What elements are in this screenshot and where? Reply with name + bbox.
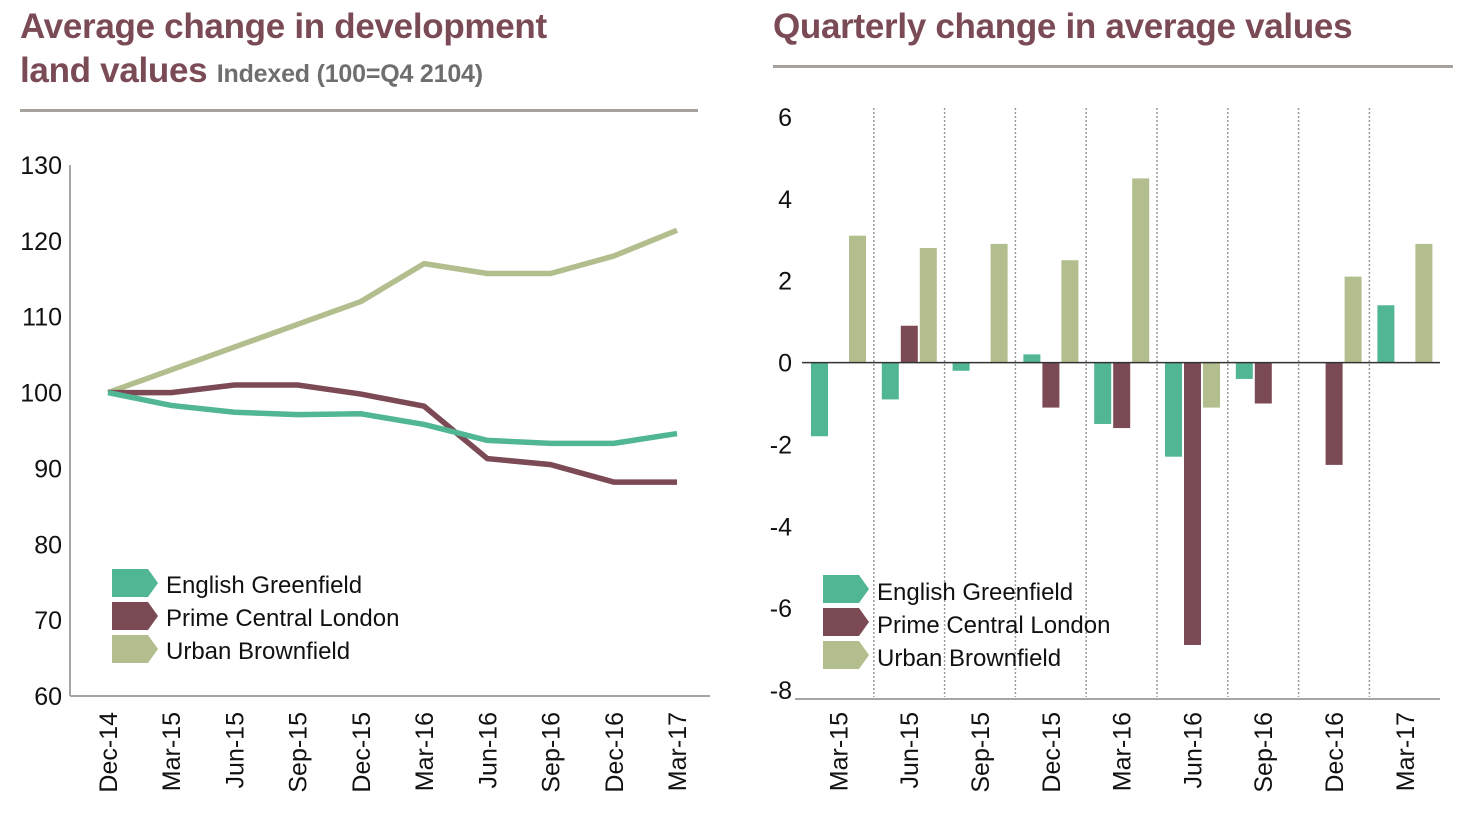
y-tick-label: -6 <box>770 595 792 623</box>
x-tick-label: Sep-16 <box>538 712 566 793</box>
bar-prime-central-london <box>900 325 918 363</box>
bar-urban-brownfield <box>919 247 937 363</box>
right-chart-title: Quarterly change in average values <box>773 7 1353 46</box>
x-tick-label: Sep-15 <box>285 712 313 793</box>
y-tick-label: 2 <box>778 268 792 296</box>
left-chart-subtitle: Indexed (100=Q4 2104) <box>216 60 483 88</box>
bar-english-greenfield <box>881 362 899 400</box>
bar-english-greenfield <box>811 362 828 437</box>
bar-urban-brownfield <box>1132 178 1150 363</box>
y-tick-label: 4 <box>778 186 792 214</box>
left-title-line1: Average change in development <box>20 7 547 46</box>
legend-swatch <box>112 635 158 663</box>
x-tick-label: Mar-15 <box>825 712 853 791</box>
y-tick-label: 70 <box>34 607 62 635</box>
bar-english-greenfield <box>1235 362 1253 379</box>
y-tick-label: 100 <box>20 380 62 408</box>
left-chart-title: Average change in development land value… <box>20 5 547 96</box>
bar-urban-brownfield <box>1344 276 1362 363</box>
right-title-rule <box>773 65 1453 68</box>
bar-prime-central-london <box>1042 362 1060 408</box>
left-title-rule <box>20 109 698 112</box>
x-tick-label: Jun-15 <box>221 712 249 788</box>
x-tick-label: Dec-15 <box>348 712 376 793</box>
x-tick-label: Mar-15 <box>158 712 186 791</box>
legend-swatch <box>112 569 158 597</box>
x-tick-label: Mar-16 <box>411 712 439 791</box>
bar-prime-central-london <box>1113 362 1131 429</box>
x-tick-label: Jun-16 <box>1179 712 1207 788</box>
x-tick-label: Mar-17 <box>1392 712 1420 791</box>
bar-prime-central-london <box>1184 362 1201 645</box>
x-tick-label: Dec-16 <box>1321 712 1349 793</box>
line-chart: 60 70 80 90 100 110 120 130 Dec-14 Mar-15 Jun-15 Se… <box>20 152 710 793</box>
x-tick-label: Mar-16 <box>1109 712 1137 791</box>
left-title-line2: land values <box>20 51 208 90</box>
legend-label: Urban Brownfield <box>166 638 350 665</box>
y-tick-label: 80 <box>34 531 62 559</box>
y-tick-label: -4 <box>770 513 792 541</box>
legend-label: Urban Brownfield <box>877 645 1061 672</box>
y-tick-label: 90 <box>34 455 62 483</box>
y-tick-label: 130 <box>20 152 62 180</box>
x-tick-label: Sep-15 <box>967 712 995 793</box>
y-tick-label: 60 <box>34 683 62 711</box>
series-line-prime-central-london <box>108 382 677 485</box>
legend-swatch <box>823 575 869 603</box>
bar-chart: -8 -6 -4 -2 0 2 4 6 Mar-15 Jun-15 Sep-15 Dec-15 Mar-… <box>770 104 1440 793</box>
bar-urban-brownfield <box>849 235 866 363</box>
x-tick-label: Dec-15 <box>1038 712 1066 793</box>
series-line-english-greenfield <box>107 389 678 447</box>
y-tick-label: -8 <box>770 677 792 705</box>
x-tick-label: Dec-16 <box>601 712 629 793</box>
y-tick-label: 0 <box>778 350 792 378</box>
legend-label: Prime Central London <box>877 612 1110 639</box>
bar-prime-central-london <box>1254 362 1272 404</box>
legend-label: English Greenfield <box>877 579 1073 606</box>
legend-label: Prime Central London <box>166 605 399 632</box>
y-tick-label: 110 <box>22 304 62 332</box>
legend-swatch <box>823 641 869 669</box>
bar-urban-brownfield <box>1061 260 1079 363</box>
x-tick-label: Jun-15 <box>896 712 924 788</box>
bar-english-greenfield <box>952 362 970 371</box>
x-tick-label: Sep-16 <box>1250 712 1278 793</box>
legend-label: English Greenfield <box>166 572 362 599</box>
bar-english-greenfield <box>1023 354 1041 363</box>
y-tick-label: 6 <box>778 104 792 132</box>
bar-english-greenfield <box>1165 362 1182 457</box>
bar-urban-brownfield <box>1415 243 1433 363</box>
y-tick-label: 120 <box>20 228 62 256</box>
bar-urban-brownfield <box>1203 362 1220 408</box>
x-tick-label: Dec-14 <box>95 712 123 793</box>
bar-prime-central-london <box>1325 362 1343 465</box>
series-line-urban-brownfield <box>107 227 679 396</box>
bar-english-greenfield <box>1094 362 1112 424</box>
bar-english-greenfield <box>1377 305 1395 363</box>
legend-swatch <box>112 602 158 630</box>
x-tick-label: Jun-16 <box>474 712 502 788</box>
legend-swatch <box>823 608 869 636</box>
x-tick-label: Mar-17 <box>664 712 692 791</box>
bar-urban-brownfield <box>990 243 1008 363</box>
y-tick-label: -2 <box>770 431 792 459</box>
